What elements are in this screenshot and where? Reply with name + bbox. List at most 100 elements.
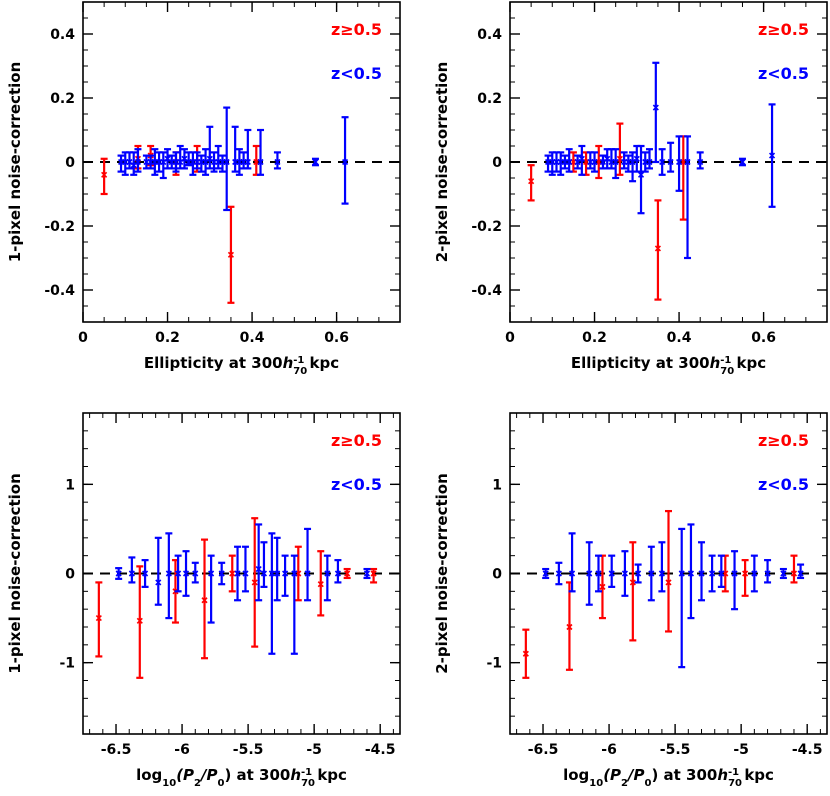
- data-point: [742, 570, 749, 577]
- data-point: [95, 615, 102, 622]
- y-tick-label: 1: [65, 477, 75, 493]
- data-point: [165, 570, 172, 577]
- x-axis-label: Ellipticity at 300h70-1 kpc: [144, 354, 339, 377]
- data-point: [201, 597, 208, 604]
- x-tick-label: -5: [306, 742, 322, 758]
- data-point: [128, 570, 135, 577]
- x-tick-label: -6: [601, 742, 617, 758]
- data-point: [334, 570, 341, 577]
- data-point: [344, 570, 351, 577]
- y-axis-label: 2-pixel noise-correction: [433, 473, 451, 674]
- data-point: [697, 158, 704, 166]
- y-tick-label: -0.4: [44, 283, 75, 299]
- y-tick-label: -0.4: [471, 283, 502, 299]
- data-point: [612, 158, 619, 166]
- data-point: [255, 565, 262, 573]
- data-point: [542, 570, 549, 577]
- data-point: [251, 579, 258, 586]
- data-point: [629, 579, 636, 586]
- series-high-z: [527, 122, 687, 301]
- x-tick-label: -5.5: [660, 742, 691, 758]
- data-point: [687, 570, 695, 577]
- y-axis-label: 1-pixel noise-correction: [6, 62, 24, 263]
- data-point: [678, 570, 685, 577]
- y-tick-label: 0: [65, 155, 75, 171]
- data-point: [659, 158, 666, 166]
- data-point: [555, 570, 562, 577]
- data-point: [223, 158, 230, 166]
- data-point: [274, 158, 281, 166]
- data-point: [578, 155, 585, 162]
- y-tick-label: 0: [492, 567, 502, 583]
- data-point: [569, 570, 576, 577]
- x-tick-label: -6.5: [528, 742, 559, 758]
- data-point: [790, 570, 798, 577]
- chart-panel-bottom-left: -6.5 -6 -5.5 -5 -4.5 1 0 -1 z≥0.5 z<0.5 1-pixel no…: [6, 412, 401, 789]
- data-point: [621, 570, 628, 577]
- series-high-z: [522, 509, 798, 679]
- data-point: [652, 104, 659, 111]
- legend-label-low-z: z<0.5: [758, 475, 809, 494]
- data-point: [218, 570, 225, 577]
- data-point: [658, 570, 665, 577]
- data-point: [208, 570, 215, 577]
- data-point: [586, 570, 593, 577]
- chart-panel-bottom-right: -6.5 -6 -5.5 -5 -4.5 1 0 -1 z≥0.5 z<0.5 2-pixel no…: [433, 412, 828, 789]
- x-tick-label: 0.4: [667, 330, 692, 346]
- chart-panel-top-right: 0 0.2 0.4 0.6 0.4 0.2 0 -0.2 -0.4 z≥0.5 z<0.5 2-pix…: [433, 1, 828, 377]
- legend-label-low-z: z<0.5: [331, 64, 382, 83]
- data-point: [566, 623, 573, 631]
- x-axis-label: log10(P2/P0) at 300h70-1 kpc: [563, 766, 774, 789]
- series-high-z: [95, 517, 378, 679]
- data-point: [182, 570, 190, 577]
- data-point: [599, 583, 606, 590]
- data-point: [268, 570, 275, 577]
- chart-panel-top-left: 0 0.2 0.4 0.6 0.4 0.2 0 -0.2 -0.4 z≥0.5 z<0.5 1-pix…: [6, 1, 401, 377]
- data-point: [667, 158, 674, 166]
- data-point: [566, 158, 573, 166]
- data-point: [260, 570, 268, 577]
- data-point: [633, 155, 640, 162]
- y-tick-label: -1: [486, 656, 502, 672]
- data-point: [244, 158, 251, 166]
- legend-label-high-z: z≥0.5: [758, 20, 809, 39]
- y-tick-label: -0.2: [471, 219, 502, 235]
- data-point: [528, 178, 535, 185]
- y-axis-label: 2-pixel noise-correction: [433, 62, 451, 263]
- legend-label-low-z: z<0.5: [758, 64, 809, 83]
- x-tick-label: 0.2: [155, 330, 180, 346]
- y-tick-label: 0.2: [477, 91, 502, 107]
- x-axis-label: log10(P2/P0) at 300h70-1 kpc: [136, 766, 347, 789]
- data-point: [780, 570, 787, 577]
- data-point: [797, 570, 804, 577]
- x-tick-label: 0: [505, 330, 515, 346]
- y-axis-label: 1-pixel noise-correction: [6, 473, 24, 674]
- series-low-z: [115, 523, 371, 655]
- series-low-z: [544, 61, 776, 260]
- data-point: [229, 570, 236, 577]
- legend-label-high-z: z≥0.5: [758, 431, 809, 450]
- y-tick-label: 0: [492, 155, 502, 171]
- data-point: [134, 158, 142, 166]
- x-tick-label: -4.5: [365, 742, 396, 758]
- y-tick-label: 0.4: [477, 27, 502, 43]
- data-point: [317, 581, 324, 588]
- data-point: [646, 158, 653, 166]
- x-tick-label: 0.6: [751, 330, 776, 346]
- data-point: [324, 570, 331, 577]
- x-tick-label: -5.5: [233, 742, 264, 758]
- data-point: [312, 158, 319, 166]
- data-point: [591, 158, 598, 166]
- data-point: [291, 570, 298, 577]
- data-point: [676, 158, 683, 166]
- data-point: [370, 570, 377, 577]
- y-tick-label: 0.4: [50, 27, 75, 43]
- y-tick-label: 0.2: [50, 91, 75, 107]
- data-point: [274, 570, 281, 577]
- data-point: [522, 650, 529, 657]
- data-point: [608, 570, 615, 577]
- data-point: [751, 570, 758, 577]
- x-tick-label: 0: [78, 330, 88, 346]
- data-point: [101, 171, 108, 178]
